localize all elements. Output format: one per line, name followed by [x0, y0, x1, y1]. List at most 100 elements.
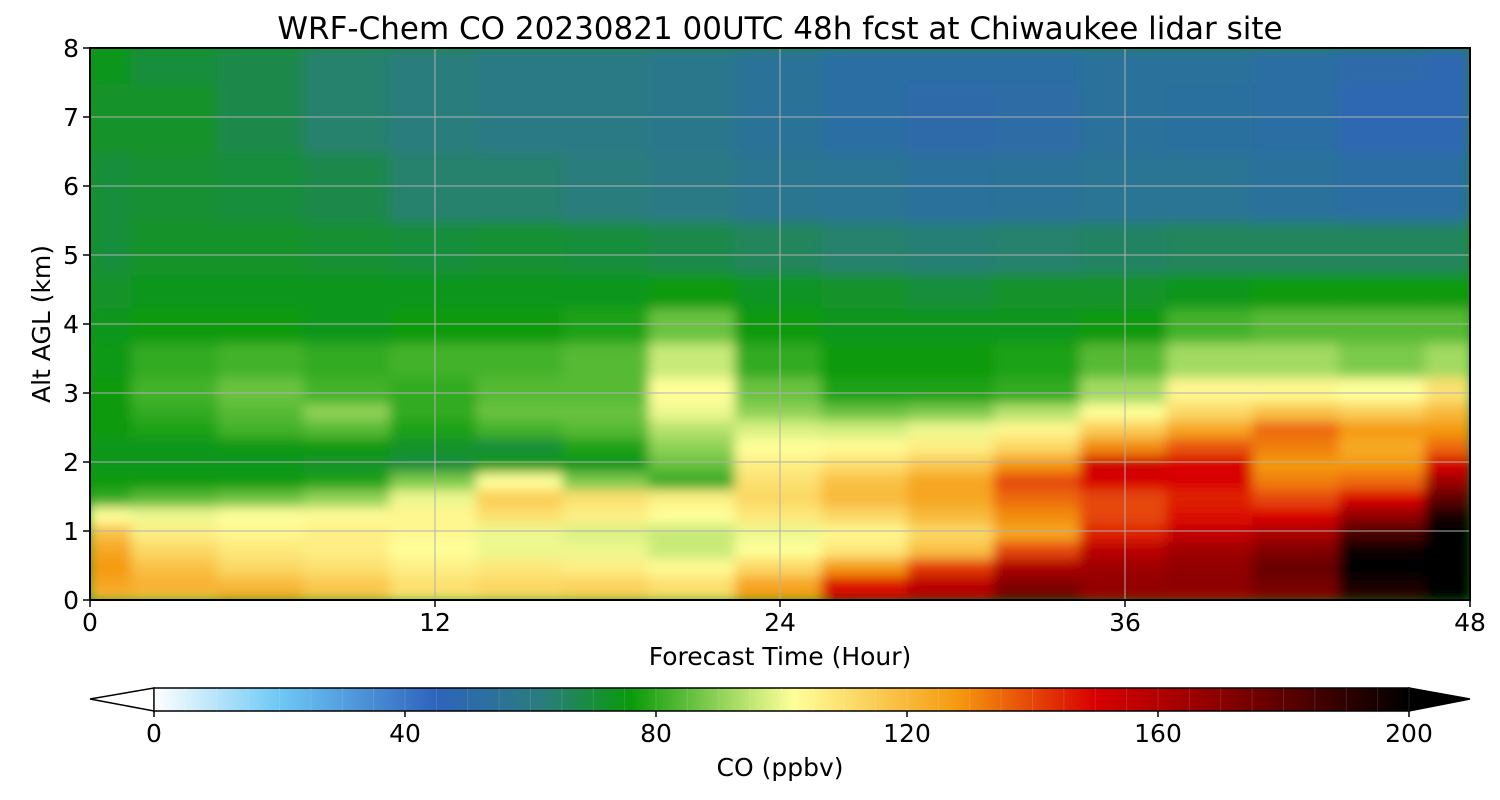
heatmap-cell [1166, 589, 1257, 600]
heatmap-cell [562, 434, 653, 456]
heatmap-cell [1252, 485, 1343, 508]
heatmap-cell [1338, 270, 1429, 309]
plot-area [89, 47, 1471, 601]
heatmap-cell [648, 503, 739, 525]
heatmap-cell [821, 572, 912, 594]
heatmap-cell [90, 503, 136, 525]
heatmap-cell [90, 537, 136, 559]
heatmap-cell [90, 416, 136, 439]
heatmap-cell [1252, 399, 1343, 421]
heatmap-cell [648, 48, 739, 85]
heatmap-cell [907, 48, 998, 85]
heatmap-cell [303, 589, 394, 600]
heatmap-cell [131, 270, 222, 309]
heatmap-cell [821, 434, 912, 456]
heatmap-cell [821, 554, 912, 577]
heatmap-cell [993, 270, 1084, 309]
heatmap-cell [1166, 434, 1257, 456]
x-tick-label: 36 [1109, 608, 1141, 637]
heatmap-cell [562, 48, 653, 85]
heatmap-cell [1166, 468, 1257, 490]
heatmap-cell [1338, 485, 1429, 508]
y-tick-label: 3 [63, 379, 79, 408]
heatmap-cell [90, 270, 136, 309]
y-tick-label: 1 [63, 517, 79, 546]
colorbar-extend-low [89, 687, 155, 712]
heatmap-cell [1252, 373, 1343, 404]
heatmap-cell [90, 48, 136, 85]
heatmap-cell [648, 537, 739, 559]
colorbar-tick-label: 160 [1134, 719, 1182, 748]
heatmap-cell [821, 589, 912, 600]
heatmap-cell [217, 399, 308, 421]
heatmap-cell [90, 434, 136, 456]
heatmap-cell [821, 485, 912, 508]
x-axis-label: Forecast Time (Hour) [649, 642, 912, 671]
heatmap-cell [131, 218, 222, 275]
heatmap-cell [1424, 537, 1470, 559]
heatmap-cell [907, 339, 998, 378]
heatmap-cell [131, 572, 222, 594]
heatmap-cell [821, 339, 912, 378]
heatmap-cell [1338, 554, 1429, 577]
colorbar-tick-label: 200 [1385, 719, 1433, 748]
heatmap-cell [648, 399, 739, 421]
heatmap-cell [1338, 572, 1429, 594]
heatmap-cell [476, 434, 567, 456]
heatmap-cell [1166, 416, 1257, 439]
heatmap-cell [1424, 339, 1470, 378]
heatmap-cell [993, 399, 1084, 421]
heatmap-cell [1338, 373, 1429, 404]
heatmap-cell [131, 468, 222, 490]
x-tick-label: 48 [1454, 608, 1486, 637]
heatmap-cell [993, 218, 1084, 275]
heatmap-cell [1424, 399, 1470, 421]
heatmap-cell [648, 270, 739, 309]
heatmap-cell [1424, 503, 1470, 525]
heatmap-cell [821, 416, 912, 439]
heatmap-cell [217, 218, 308, 275]
heatmap-cell [1338, 468, 1429, 490]
heatmap-cell [562, 339, 653, 378]
heatmap-cell [1252, 503, 1343, 525]
y-tick-label: 5 [63, 241, 79, 270]
heatmap-cell [1252, 48, 1343, 85]
heatmap-cell [907, 537, 998, 559]
heatmap-cell [131, 554, 222, 577]
heatmap-cell [562, 373, 653, 404]
heatmap-cell [1424, 416, 1470, 439]
heatmap-cell [1338, 416, 1429, 439]
heatmap-cell [907, 485, 998, 508]
heatmap-cell [476, 537, 567, 559]
heatmap-cell [907, 554, 998, 577]
heatmap-cell [90, 572, 136, 594]
heatmap-cell [131, 503, 222, 525]
heatmap-cell [562, 416, 653, 439]
y-tick-label: 0 [63, 586, 79, 615]
heatmap-cell [562, 399, 653, 421]
heatmap-cell [648, 468, 739, 490]
heatmap-cell [303, 434, 394, 456]
heatmap-cell [993, 468, 1084, 490]
heatmap-cell [303, 554, 394, 577]
heatmap-cell [476, 554, 567, 577]
heatmap-cell [1252, 416, 1343, 439]
heatmap-cell [993, 434, 1084, 456]
heatmap-cell [476, 485, 567, 508]
heatmap-cell [476, 270, 567, 309]
heatmap-cell [303, 218, 394, 275]
heatmap-cell [1166, 270, 1257, 309]
heatmap-cell [131, 485, 222, 508]
y-tick-label: 6 [63, 172, 79, 201]
heatmap-cell [993, 339, 1084, 378]
colorbar-tick-label: 0 [146, 719, 162, 748]
heatmap-cell [1166, 554, 1257, 577]
heatmap-cell [1338, 434, 1429, 456]
heatmap-cell [90, 554, 136, 577]
heatmap-cell [821, 48, 912, 85]
heatmap-cell [1166, 339, 1257, 378]
heatmap-cell [821, 218, 912, 275]
heatmap-cell [217, 468, 308, 490]
heatmap-cell [1252, 270, 1343, 309]
heatmap-cell [1338, 399, 1429, 421]
